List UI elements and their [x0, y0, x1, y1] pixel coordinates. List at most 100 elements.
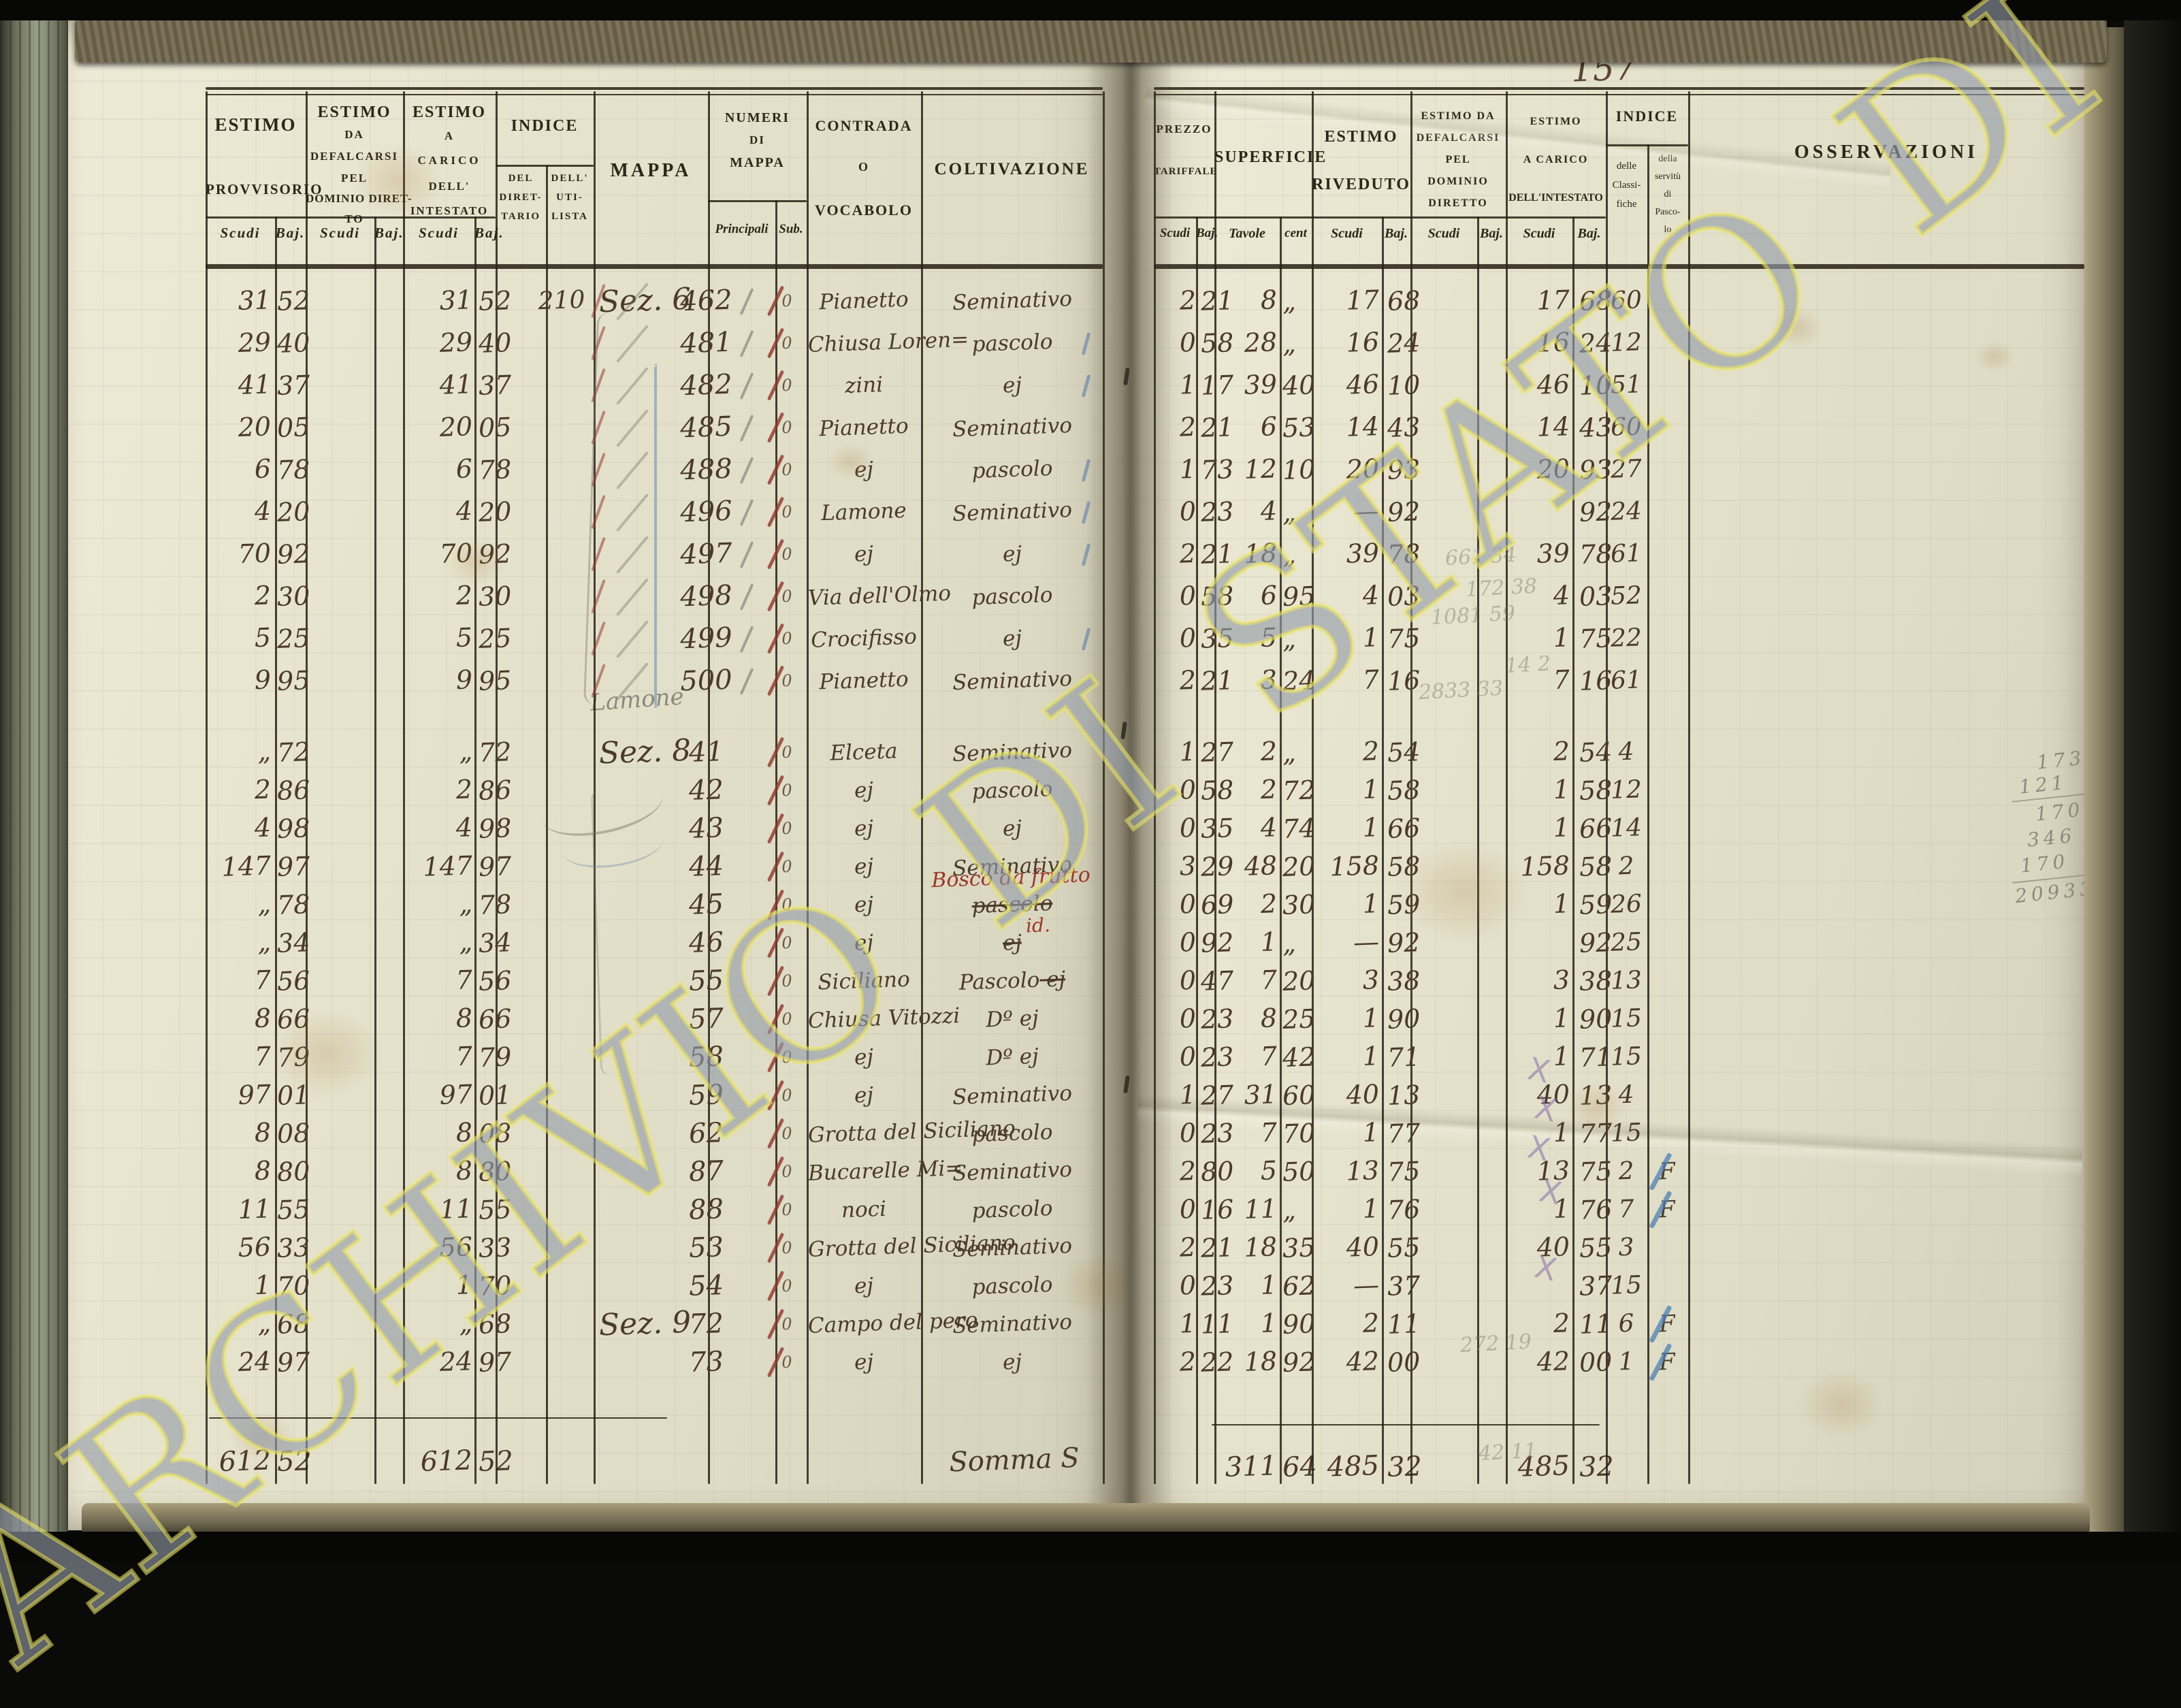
book-top-woven-edge — [75, 18, 2107, 63]
cell-colt: ej — [1002, 372, 1022, 398]
subheader-di: di — [1664, 189, 1672, 199]
cell-con: ej — [854, 930, 874, 956]
cell-pz_s: 1 — [1179, 736, 1197, 767]
cell-sf_t: 48 — [1243, 850, 1278, 882]
cell-sub: 0 — [781, 856, 793, 877]
cell-cb: 86 — [478, 775, 513, 806]
cell-sub: 0 — [781, 971, 793, 991]
header-superficie: SUPERFICIE — [1214, 148, 1327, 166]
cell-ps: 31 — [237, 285, 272, 316]
cell-con: ej — [854, 1082, 874, 1108]
cell-colt: Seminativo — [952, 1309, 1073, 1339]
cell-pz_s: 0 — [1179, 1003, 1197, 1034]
cell-ps: 1 — [254, 1270, 272, 1301]
cell-cb: 34 — [478, 927, 513, 958]
cell-con: Grotta del Siciliano — [807, 1230, 1016, 1262]
cell-sf_t: 7 — [1260, 1117, 1278, 1148]
cell-rv_s: 1 — [1362, 622, 1380, 653]
cell-sub: 0 — [781, 333, 793, 353]
cell-num: 44 — [688, 850, 724, 883]
cell-ps: 4 — [254, 812, 272, 843]
cell-sub: 0 — [781, 417, 793, 438]
column-rule — [1606, 91, 1608, 1484]
cell-ps: 9 — [254, 664, 272, 696]
pencil-hatch-mark — [615, 619, 649, 659]
cell-con: zini — [844, 372, 884, 398]
margin-pencil-number: 346 — [2026, 824, 2077, 852]
cell-cs: 7 — [455, 965, 473, 996]
subheader-pasco: Pasco- — [1655, 207, 1681, 217]
header-riveduto-2: RIVEDUTO — [1312, 176, 1410, 193]
cell-cs: 6 — [455, 453, 473, 485]
column-rule — [403, 91, 405, 1484]
cell-ca_s: 16 — [1536, 327, 1570, 358]
header-numeri: NUMERI — [724, 110, 790, 125]
row-rule — [496, 165, 594, 167]
cell-rv_b: 13 — [1387, 1080, 1421, 1111]
cell-ps: 8 — [254, 1117, 272, 1148]
cell-sf_t: 31 — [1243, 1079, 1278, 1110]
cell-sf_t: 5 — [1260, 622, 1278, 654]
cell-cb: 52 — [478, 285, 513, 317]
header-carico-r: ESTIMO — [1530, 116, 1582, 127]
cell-ps: 41 — [237, 369, 272, 400]
header-indice: INDICE — [511, 117, 579, 135]
header-defalcarsi-r: ESTIMO DA — [1421, 110, 1496, 122]
cell-colt: Dº ej — [985, 1005, 1039, 1033]
column-rule — [1572, 216, 1574, 1484]
cell-pb: 80 — [276, 1156, 311, 1187]
cell-ps: „ — [257, 888, 272, 919]
cell-rv_s: 4 — [1362, 580, 1380, 611]
cell-con: Chiusa Vitozzi — [807, 1003, 960, 1033]
cell-colt: pascolo — [971, 1119, 1054, 1148]
cell-rv_b: 68 — [1387, 285, 1421, 317]
header-carico-2: A — [444, 129, 455, 142]
subheader-baj: Baj. — [374, 225, 404, 241]
subheader-diret: DIRET- — [499, 192, 543, 203]
cell-con: Lamone — [820, 498, 907, 526]
cell-cb: 79 — [478, 1042, 513, 1073]
cell-ix: 4 — [1617, 737, 1635, 767]
cell-pb: 56 — [276, 965, 311, 997]
column-rule — [474, 216, 476, 1484]
somma-label: Somma S — [948, 1442, 1080, 1479]
cell-cb: 33 — [478, 1232, 513, 1263]
cell-con: ej — [854, 854, 874, 880]
column-rule — [1280, 216, 1282, 1484]
cell-ps: 11 — [237, 1193, 272, 1225]
cell-pb: 98 — [276, 813, 311, 844]
cell-rv_b: 55 — [1387, 1232, 1421, 1263]
column-rule — [1688, 91, 1690, 1484]
cell-con: Pianetto — [818, 666, 909, 695]
paper-crease — [1144, 83, 1892, 189]
cell-cb: 55 — [478, 1194, 513, 1225]
cell-colt: pascolo — [971, 776, 1054, 805]
cell-pz_s: 1 — [1179, 1079, 1197, 1110]
cell-pz_s: 0 — [1179, 926, 1197, 958]
cell-rv_s: 1 — [1362, 1003, 1380, 1033]
cell-ix: 24 — [1610, 497, 1643, 526]
cell-num: 73 — [688, 1346, 724, 1379]
photo-right-black-edge — [2124, 0, 2181, 1562]
cell-pb: 78 — [276, 889, 311, 920]
cell-cs: 24 — [438, 1346, 473, 1377]
cell-con: ej — [854, 777, 874, 803]
cell-rv_s: 39 — [1345, 538, 1380, 569]
paper-stain — [1770, 306, 1824, 350]
cell-cb: 30 — [478, 581, 513, 612]
cell-rv_b: 58 — [1387, 851, 1421, 882]
subheader-tario: TARIO — [500, 211, 541, 222]
cell-con: ej — [854, 541, 874, 567]
cell-rv_b: 92 — [1387, 496, 1421, 528]
cell-ix: 12 — [1610, 775, 1643, 805]
cell-rv_s: 1 — [1362, 888, 1380, 919]
cell-ps: 7 — [254, 965, 272, 996]
cell-cs: 8 — [455, 1117, 473, 1148]
cell-sf_t: 7 — [1260, 1041, 1278, 1072]
cell-pz_s: 0 — [1179, 965, 1197, 996]
row-rule — [209, 1417, 667, 1419]
cell-pz_s: 0 — [1179, 1270, 1197, 1301]
cell-ca_s: 14 — [1536, 411, 1570, 442]
column-rule — [1196, 216, 1198, 1484]
margin-pencil-number: 173 — [2035, 746, 2086, 774]
